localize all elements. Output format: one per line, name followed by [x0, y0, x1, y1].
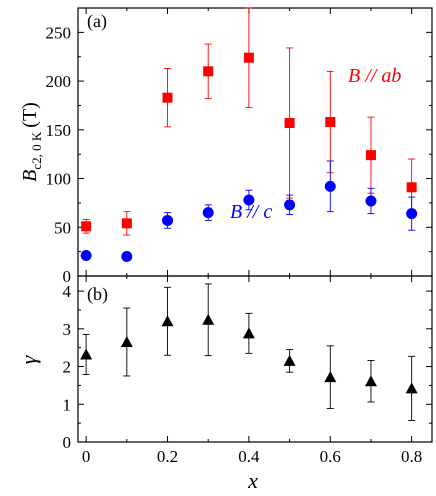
x-axis-label: x	[247, 468, 258, 493]
panel-a-ylabel: Bc2, 0 K (T)	[19, 102, 44, 182]
data-point-gamma	[202, 313, 215, 325]
panel-b-ticks: 0 1 2 3 4 0 0.2 0.4 0.6 0.8	[63, 276, 432, 466]
panel-b-ytick-label: 3	[63, 320, 72, 339]
data-point-c	[406, 208, 418, 220]
panel-a-ytick-label: 0	[63, 267, 72, 286]
data-point-gamma	[161, 315, 174, 327]
panel-b-ytick-label: 1	[63, 395, 72, 414]
data-point-gamma	[283, 354, 296, 366]
panel-b-ylabel: γ	[16, 354, 41, 364]
data-point-ab	[406, 182, 417, 193]
data-point-ab	[81, 221, 92, 232]
data-point-c	[202, 207, 214, 219]
data-point-gamma	[242, 327, 255, 339]
data-point-gamma	[80, 348, 93, 360]
data-point-ab	[203, 66, 214, 77]
data-point-ab	[325, 117, 336, 128]
panel-b: 0 1 2 3 4 0 0.2 0.4 0.6 0.8 (b) γ x	[16, 275, 433, 493]
panel-a-label: (a)	[87, 11, 107, 32]
data-point-gamma	[324, 371, 337, 383]
panel-b-ytick-label: 2	[63, 358, 72, 377]
panel-a-ytick-label: 100	[46, 170, 72, 189]
svg-text:Bc2, 0 K(T): Bc2, 0 K (T)	[19, 102, 44, 182]
data-point-c	[365, 195, 377, 207]
ylabel-unit: (T)	[19, 102, 41, 128]
panel-a-ytick-label: 50	[54, 218, 71, 237]
panel-a: 0 50 100 150 200 250 (a) B // ab B // c Bc2, …	[19, 7, 433, 286]
x-tick-label: 0.4	[238, 447, 260, 466]
panel-b-marks	[80, 283, 418, 421]
data-point-ab	[162, 92, 173, 103]
x-tick-label: 0.6	[320, 447, 341, 466]
data-point-c	[80, 250, 92, 262]
panel-a-ytick-label: 150	[46, 121, 72, 140]
x-tick-label: 0	[82, 447, 91, 466]
x-tick-label: 0.2	[157, 447, 178, 466]
panel-b-frame	[77, 275, 433, 443]
series-c-label: B // c	[230, 201, 272, 223]
x-tick-label: 0.8	[401, 447, 422, 466]
data-point-gamma	[405, 382, 418, 394]
panel-b-ytick-label: 4	[63, 282, 72, 301]
data-point-ab	[365, 150, 376, 161]
data-point-c	[284, 199, 296, 211]
data-point-c	[121, 251, 133, 263]
data-point-ab	[243, 52, 254, 63]
series-ab-label: B // ab	[348, 65, 401, 87]
data-point-c	[162, 214, 174, 226]
panel-a-ytick-label: 200	[46, 72, 72, 91]
data-point-c	[243, 194, 255, 206]
ylabel-sub: c2, 0 K	[29, 131, 44, 170]
data-point-ab	[121, 218, 132, 229]
panel-b-label: (b)	[87, 284, 108, 305]
data-point-c	[324, 180, 336, 192]
panel-a-ytick-label: 250	[46, 23, 72, 42]
panel-a-marks	[80, 7, 418, 263]
panel-a-frame	[77, 7, 433, 277]
ylabel-main: B	[19, 170, 41, 182]
data-point-gamma	[364, 375, 377, 387]
data-point-gamma	[120, 336, 133, 348]
panel-b-ytick-label: 0	[63, 433, 72, 452]
panel-a-ticks: 0 50 100 150 200 250	[46, 8, 432, 286]
data-point-ab	[284, 117, 295, 128]
